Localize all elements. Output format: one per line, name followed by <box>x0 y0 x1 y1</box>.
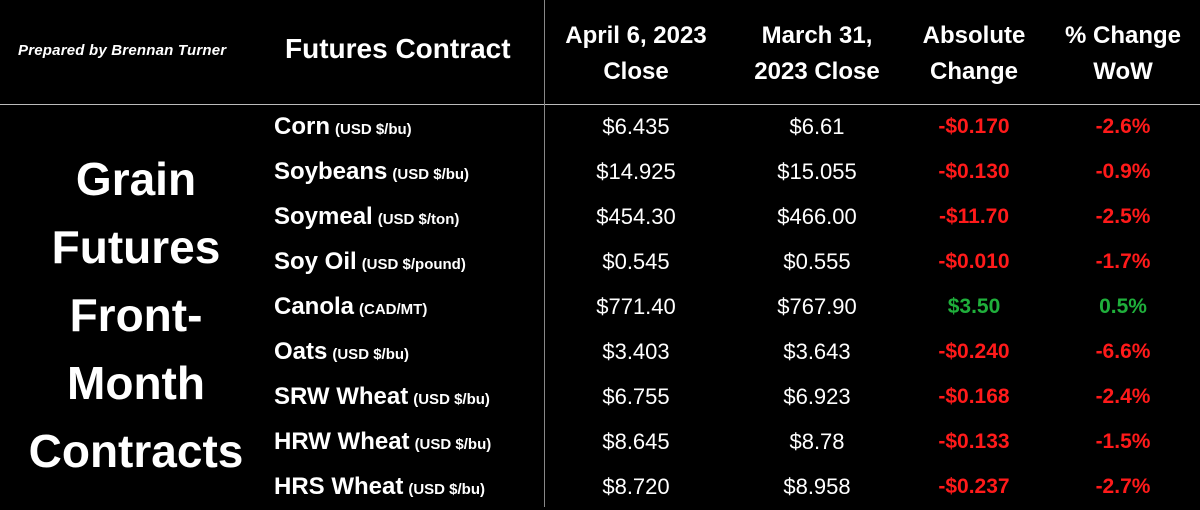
absolute-change-value: $3.50 <box>947 295 1001 318</box>
contract-label: Corn <box>274 113 330 140</box>
contract-unit: (CAD/MT) <box>359 301 428 318</box>
contract-label: Soybeans <box>274 158 388 185</box>
table-header: Prepared by Brennan Turner Futures Contr… <box>0 0 1200 104</box>
contract-name: Corn (USD $/bu) <box>274 113 412 141</box>
march-close-value: $8.78 <box>789 429 845 454</box>
header-divider <box>0 104 1200 105</box>
header-absolute-change-line1: Absolute <box>922 22 1026 49</box>
table-row: Soy Oil (USD $/pound) $0.545 $0.555 -$0.0… <box>0 240 1200 285</box>
contract-unit: (USD $/bu) <box>408 481 486 498</box>
header-percent-change: % Change WoW <box>1050 18 1196 90</box>
contract-unit: (USD $/pound) <box>361 256 466 273</box>
march-close-value: $6.61 <box>789 114 845 139</box>
absolute-change-value: -$0.170 <box>938 115 1010 138</box>
table-row: SRW Wheat (USD $/bu) $6.755 $6.923 -$0.16… <box>0 375 1200 420</box>
march-close-value: $6.923 <box>783 384 851 409</box>
april-close-value: $771.40 <box>596 294 676 319</box>
april-close-value: $8.645 <box>602 429 670 454</box>
contract-name: HRS Wheat (USD $/bu) <box>274 473 485 501</box>
header-march-close-line2: 2023 Close <box>754 58 880 85</box>
march-close-value: $15.055 <box>777 159 857 184</box>
left-title-line: Contracts <box>28 425 244 477</box>
percent-change-value: -2.7% <box>1095 475 1151 498</box>
header-absolute-change-line2: Change <box>929 58 1018 85</box>
contract-label: SRW Wheat <box>274 383 409 410</box>
contract-name: SRW Wheat (USD $/bu) <box>274 383 490 411</box>
percent-change-value: 0.5% <box>1099 295 1147 318</box>
march-close-value: $0.555 <box>783 249 851 274</box>
header-april-close-line2: Close <box>603 58 669 85</box>
left-title: Grain Futures Front- Month Contracts <box>20 145 252 485</box>
header-april-close-line1: April 6, 2023 <box>565 22 707 49</box>
march-close-value: $8.958 <box>783 474 851 499</box>
contract-name: Soybeans (USD $/bu) <box>274 158 469 186</box>
absolute-change-value: -$0.133 <box>938 430 1010 453</box>
table-row: Oats (USD $/bu) $3.403 $3.643 -$0.240 -6.… <box>0 330 1200 375</box>
percent-change-value: -2.5% <box>1095 205 1151 228</box>
percent-change-value: -0.9% <box>1095 160 1151 183</box>
absolute-change-value: -$11.70 <box>938 205 1010 228</box>
april-close-value: $14.925 <box>596 159 676 184</box>
march-close-value: $767.90 <box>777 294 857 319</box>
absolute-change-value: -$0.010 <box>938 250 1010 273</box>
contract-name: Canola (CAD/MT) <box>274 293 427 321</box>
april-close-value: $8.720 <box>602 474 670 499</box>
april-close-value: $454.30 <box>596 204 676 229</box>
percent-change-value: -6.6% <box>1095 340 1151 363</box>
april-close-value: $6.755 <box>602 384 670 409</box>
march-close-value: $3.643 <box>783 339 851 364</box>
table-row: HRS Wheat (USD $/bu) $8.720 $8.958 -$0.23… <box>0 465 1200 510</box>
header-march-close-line1: March 31, <box>761 22 873 49</box>
contract-label: Soy Oil <box>274 248 357 275</box>
absolute-change-value: -$0.240 <box>938 340 1010 363</box>
prepared-by-credit: Prepared by Brennan Turner <box>18 42 227 59</box>
header-percent-change-line2: WoW <box>1093 58 1153 85</box>
percent-change-value: -2.4% <box>1095 385 1151 408</box>
contract-name: Soy Oil (USD $/pound) <box>274 248 466 276</box>
table-row: Canola (CAD/MT) $771.40 $767.90 $3.50 0.5… <box>0 285 1200 330</box>
march-close-value: $466.00 <box>777 204 857 229</box>
april-close-value: $0.545 <box>602 249 670 274</box>
left-title-line: Month <box>67 357 205 409</box>
absolute-change-value: -$0.130 <box>938 160 1010 183</box>
table-row: Soybeans (USD $/bu) $14.925 $15.055 -$0.1… <box>0 150 1200 195</box>
contract-label: HRW Wheat <box>274 428 410 455</box>
table-row: Corn (USD $/bu) $6.435 $6.61 -$0.170 -2.6… <box>0 105 1200 150</box>
percent-change-value: -1.7% <box>1095 250 1151 273</box>
left-title-line: Grain <box>75 153 197 205</box>
absolute-change-value: -$0.168 <box>938 385 1010 408</box>
table-body: Corn (USD $/bu) $6.435 $6.61 -$0.170 -2.6… <box>0 105 1200 507</box>
column-divider <box>544 0 545 507</box>
contract-unit: (USD $/bu) <box>414 436 492 453</box>
left-title-line: Futures <box>51 221 221 273</box>
contract-unit: (USD $/ton) <box>377 211 460 228</box>
contract-unit: (USD $/bu) <box>392 166 470 183</box>
contract-unit: (USD $/bu) <box>332 346 410 363</box>
percent-change-value: -2.6% <box>1095 115 1151 138</box>
contract-label: Soymeal <box>274 203 373 230</box>
header-march-close: March 31, 2023 Close <box>741 18 893 90</box>
header-april-close: April 6, 2023 Close <box>553 18 719 90</box>
contract-label: HRS Wheat <box>274 473 404 500</box>
contract-label: Oats <box>274 338 328 365</box>
header-absolute-change: Absolute Change <box>906 18 1042 90</box>
contract-name: Oats (USD $/bu) <box>274 338 409 366</box>
april-close-value: $3.403 <box>602 339 670 364</box>
header-percent-change-line1: % Change <box>1064 22 1181 49</box>
table-row: HRW Wheat (USD $/bu) $8.645 $8.78 -$0.133… <box>0 420 1200 465</box>
contract-unit: (USD $/bu) <box>413 391 490 408</box>
contract-name: Soymeal (USD $/ton) <box>274 203 459 231</box>
header-futures-contract: Futures Contract <box>285 33 511 64</box>
left-title-line: Front- <box>69 289 203 341</box>
table-row: Soymeal (USD $/ton) $454.30 $466.00 -$11.… <box>0 195 1200 240</box>
percent-change-value: -1.5% <box>1095 430 1151 453</box>
contract-label: Canola <box>274 293 355 320</box>
contract-name: HRW Wheat (USD $/bu) <box>274 428 491 456</box>
contract-unit: (USD $/bu) <box>335 121 412 138</box>
april-close-value: $6.435 <box>602 114 670 139</box>
absolute-change-value: -$0.237 <box>938 475 1010 498</box>
